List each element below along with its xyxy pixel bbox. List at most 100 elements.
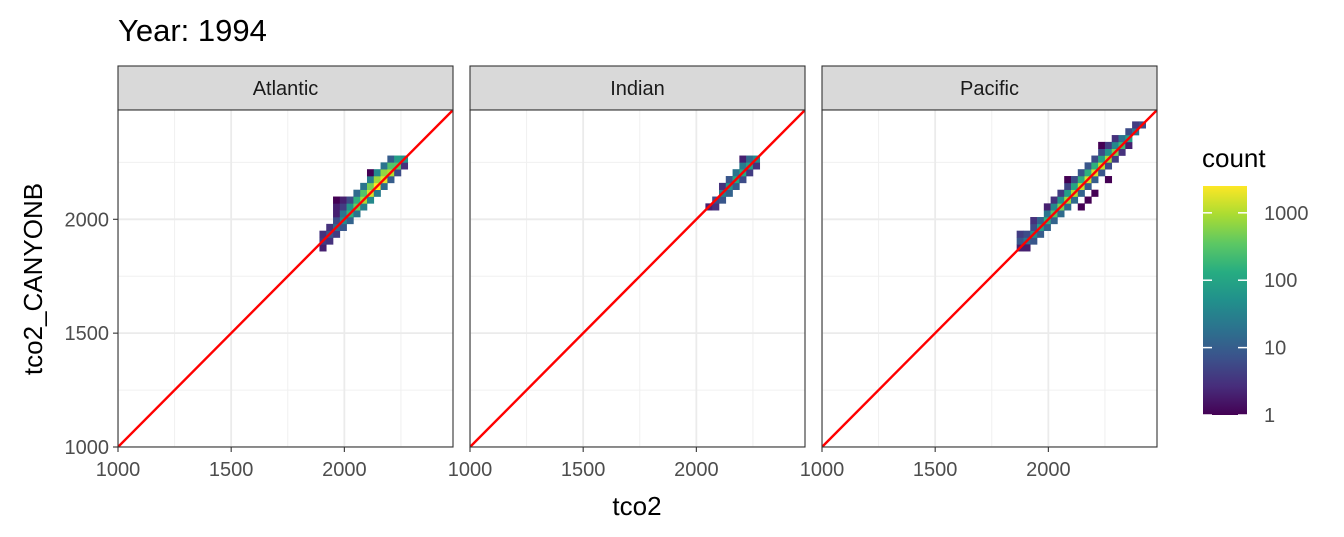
heatmap-bin — [1077, 176, 1085, 184]
y-axis-title: tco2_CANYONB — [18, 183, 48, 375]
heatmap-bin — [1132, 121, 1140, 129]
x-tick-label: 2000 — [674, 459, 719, 481]
heatmap-bin — [333, 230, 341, 238]
heatmap-bin — [718, 182, 727, 190]
grid-lines — [118, 110, 453, 447]
heatmap-bin — [387, 162, 395, 170]
heatmap-bin — [360, 203, 368, 211]
identity-line — [470, 110, 805, 447]
heatmap-bin — [718, 196, 727, 204]
legend-tick-label: 1 — [1264, 405, 1275, 427]
heatmap-bin — [373, 176, 381, 184]
heatmap-bin — [1064, 189, 1072, 197]
heatmap-bin — [360, 182, 368, 190]
x-tick-label: 1000 — [96, 459, 141, 481]
identity-line — [822, 110, 1157, 447]
heatmap-bin — [1050, 217, 1058, 225]
heatmap-bin — [1098, 155, 1106, 163]
heatmap-bin — [1070, 182, 1079, 190]
heatmap-bin — [725, 176, 733, 184]
heatmap-bin — [353, 196, 361, 204]
heatmap-bin — [1125, 128, 1133, 136]
heatmap-bin — [1104, 148, 1113, 156]
heatmap-bin — [1098, 148, 1106, 156]
x-axis-title: tco2 — [612, 491, 661, 521]
heatmap-bin — [739, 162, 747, 170]
heatmap-bin — [380, 162, 388, 170]
facet-panel-atlantic: Atlantic 1000 1500 2000 1000 1500 2000 — [65, 65, 454, 481]
grid-lines — [470, 110, 805, 447]
heatmap-bin — [1111, 155, 1119, 163]
heatmap-bin — [366, 169, 375, 177]
facet-panel-indian: Indian 1000 1500 2000 — [448, 65, 806, 481]
heatmap-bin — [1091, 155, 1099, 163]
heatmap-bin — [1098, 169, 1106, 177]
heatmap-bin — [387, 155, 395, 163]
heatmap-bin — [319, 230, 327, 238]
heatmap-bin — [373, 169, 381, 177]
heatmap-bin — [1037, 217, 1045, 225]
heatmap-bin — [339, 203, 347, 211]
identity-line — [118, 110, 453, 447]
legend-title: count — [1202, 143, 1266, 173]
panel-border — [821, 109, 1158, 448]
y-tick-label: 1500 — [65, 323, 110, 345]
heatmap-bin — [1030, 217, 1038, 225]
heatmap-bin — [1070, 176, 1079, 184]
reference-line-group — [118, 110, 453, 447]
facet-strip — [117, 65, 454, 111]
heatmap-bin — [1016, 237, 1024, 245]
facet-strip — [821, 65, 1158, 111]
heatmap-bin — [380, 169, 388, 177]
heatmap-bin — [1043, 203, 1051, 211]
facet-strip-label: Atlantic — [253, 78, 319, 100]
heatmap-bin — [1111, 141, 1119, 150]
heatmap-bin — [326, 223, 334, 231]
heatmap-bin — [1070, 196, 1079, 204]
heatmap-bin — [339, 196, 347, 204]
heatmap-bin — [366, 182, 375, 190]
heatmap-bin — [1016, 230, 1024, 238]
heatmap-bin — [1118, 148, 1126, 156]
heatmap-bin — [1091, 162, 1099, 170]
heatmap-bin — [1084, 196, 1092, 204]
heatmap-bin — [1057, 210, 1065, 218]
heatmap-bin — [732, 182, 740, 190]
heatmap-bin — [1091, 189, 1099, 197]
heatmap-bin — [366, 176, 375, 184]
heatmap-bin — [1098, 141, 1106, 150]
heatmap-bin — [333, 217, 341, 225]
y-tick-label: 1000 — [65, 437, 110, 459]
color-legend: count 1 10 100 1000 — [1202, 143, 1309, 427]
facet-strip-label: Pacific — [960, 78, 1019, 100]
facet-panels: Atlantic 1000 1500 2000 1000 1500 2000 Indian 10… — [65, 65, 1158, 481]
heatmap-bin — [1077, 189, 1085, 197]
heatmap-bin — [373, 189, 381, 197]
heatmap-bin — [1104, 176, 1113, 184]
panel-border — [469, 109, 806, 448]
heatmap-bin — [400, 162, 409, 170]
heatmap-bin — [1084, 162, 1092, 170]
heatmap-bin — [1104, 141, 1113, 150]
facet-strip-label: Indian — [610, 78, 665, 100]
heatmap-bin — [1030, 237, 1038, 245]
heatmap-bin — [326, 237, 334, 245]
heatmap-bin — [1064, 182, 1072, 190]
legend-ticks: 1 10 100 1000 — [1203, 203, 1309, 427]
heatmap-bin — [319, 244, 327, 252]
heatmap-bin — [746, 155, 754, 163]
heatmap-bin — [1043, 223, 1051, 231]
heatmap-bin — [394, 169, 402, 177]
heatmap-bin — [387, 176, 395, 184]
y-tick-label: 2000 — [65, 209, 110, 231]
heatmap-bin — [746, 169, 754, 177]
heatmap-bin — [1125, 141, 1133, 150]
legend-colorbar — [1203, 186, 1247, 415]
heatmap-bin — [725, 189, 733, 197]
heatmap-bin — [366, 196, 375, 204]
x-tick-label: 1000 — [448, 459, 493, 481]
x-tick-label: 1500 — [913, 459, 958, 481]
heatmap-bin — [739, 155, 747, 163]
x-tick-label: 1500 — [209, 459, 254, 481]
